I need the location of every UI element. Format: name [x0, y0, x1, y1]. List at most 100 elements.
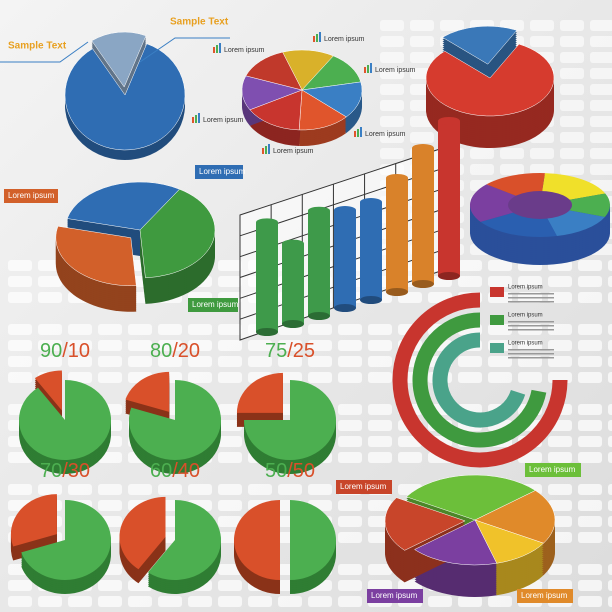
tile: [98, 324, 122, 335]
tile: [560, 36, 584, 47]
tile: [188, 324, 212, 335]
split-label-part: /: [172, 460, 178, 482]
tile: [380, 132, 404, 143]
tile: [338, 500, 362, 511]
tile: [410, 36, 434, 47]
tile: [158, 356, 182, 367]
tile: [608, 404, 612, 415]
ring-hole: [508, 191, 572, 219]
tile: [608, 596, 612, 607]
tile: [578, 356, 602, 367]
tile: [608, 420, 612, 431]
bar-icon: [262, 148, 264, 154]
cylinder-top: [438, 117, 460, 125]
tile: [518, 276, 542, 287]
tile: [8, 356, 32, 367]
legend-line: [508, 357, 554, 359]
tile: [458, 356, 482, 367]
pie-slice: [249, 89, 303, 131]
pie-slice: [241, 75, 303, 111]
tile: [8, 580, 32, 591]
cylinder-base: [334, 304, 356, 312]
pie-slice: [236, 372, 283, 413]
split-label-part: 20: [178, 340, 200, 362]
legend-line: [508, 321, 554, 323]
tile: [560, 148, 584, 159]
bar-icon: [360, 127, 362, 137]
pie-slice: [244, 380, 336, 460]
tile: [608, 564, 612, 575]
tile: [458, 276, 482, 287]
split-label: 90/10: [40, 340, 90, 362]
tile: [578, 452, 602, 463]
pie-slice: [119, 496, 166, 570]
tile: [248, 484, 272, 495]
tile: [68, 324, 92, 335]
pie-slice: [64, 43, 186, 151]
tile: [458, 372, 482, 383]
tile: [608, 452, 612, 463]
split-label: 60/40: [150, 460, 200, 482]
label: Lorem ipsum: [192, 300, 239, 309]
tile: [380, 36, 404, 47]
tile: [560, 116, 584, 127]
label: Lorem ipsum: [371, 591, 418, 600]
tile: [608, 532, 612, 543]
cylinder: [438, 121, 460, 276]
tile: [218, 356, 242, 367]
tile: [578, 404, 602, 415]
tile: [368, 324, 392, 335]
split-label-part: 50: [265, 460, 287, 482]
arc-band: [412, 312, 547, 448]
split-label-part: 40: [178, 460, 200, 482]
tile: [608, 580, 612, 591]
pie-slice: [290, 500, 336, 580]
tile: [590, 132, 612, 143]
tile: [578, 516, 602, 527]
cylinder: [360, 202, 382, 300]
tile: [578, 292, 602, 303]
tile: [488, 356, 512, 367]
label: Lorem ipsum: [8, 191, 55, 200]
tile: [590, 148, 612, 159]
tile: [488, 260, 512, 271]
pie-slice: [34, 370, 62, 411]
tile: [338, 516, 362, 527]
tile: [68, 596, 92, 607]
tile: [158, 324, 182, 335]
cylinder-base: [308, 312, 330, 320]
split-label-part: 90: [40, 340, 62, 362]
label-box: [195, 165, 243, 179]
tile: [410, 20, 434, 31]
ring-segment: [470, 184, 540, 222]
tile: [218, 564, 242, 575]
tile: [560, 68, 584, 79]
pie-slice: [282, 49, 334, 91]
cylinder-top: [282, 239, 304, 248]
label: Lorem ipsum: [340, 482, 387, 491]
tile: [158, 596, 182, 607]
label: Lorem ipsum: [224, 47, 265, 54]
label-box: [336, 480, 392, 494]
cylinder: [412, 148, 434, 284]
bar-icon: [316, 34, 318, 42]
pie-slice: [125, 371, 170, 412]
tile: [608, 324, 612, 335]
tile: [458, 596, 482, 607]
tile: [38, 324, 62, 335]
tile: [68, 372, 92, 383]
tile: [128, 324, 152, 335]
tile: [308, 340, 332, 351]
tile: [8, 596, 32, 607]
bar-icon: [216, 45, 218, 53]
pie-slice: [405, 474, 536, 521]
pie-slice: [10, 494, 57, 547]
tile: [338, 532, 362, 543]
pie-slice: [384, 497, 466, 551]
tile: [608, 260, 612, 271]
legend-line: [508, 329, 554, 331]
cylinder-top: [360, 198, 382, 207]
tile: [188, 484, 212, 495]
bar-icon: [198, 113, 200, 123]
bar-icon: [319, 32, 321, 42]
